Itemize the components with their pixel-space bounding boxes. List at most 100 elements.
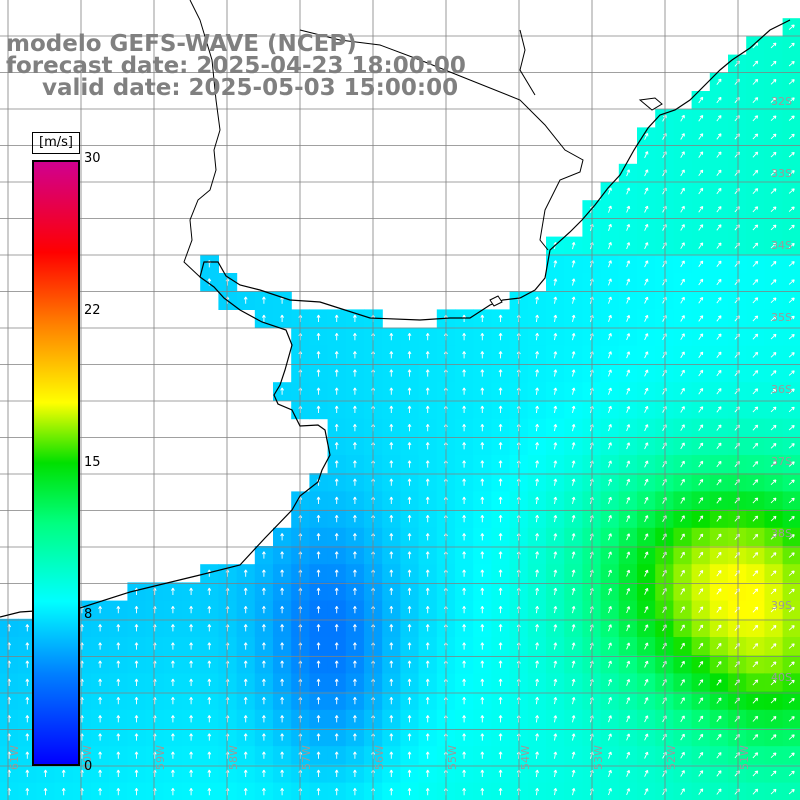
wind-arrow — [752, 297, 759, 304]
wind-arrow — [626, 460, 631, 468]
wind-arrow — [680, 351, 685, 359]
wind-arrow — [425, 551, 430, 559]
wind-arrow — [134, 733, 139, 741]
wind-arrow — [626, 660, 631, 668]
wind-arrow — [353, 642, 357, 650]
wind-arrow — [389, 751, 394, 759]
wind-arrow — [770, 206, 777, 213]
wind-arrow — [207, 642, 212, 650]
wind-arrow — [189, 624, 193, 632]
wind-arrow — [644, 442, 649, 450]
wind-arrow — [644, 624, 649, 632]
wind-arrow — [788, 661, 795, 667]
wind-arrow — [407, 551, 412, 559]
wind-arrow — [644, 606, 649, 614]
wind-arrow — [389, 351, 394, 359]
wind-arrow — [334, 478, 339, 486]
wind-arrow — [262, 696, 266, 705]
wind-arrow — [171, 624, 175, 632]
coastline-west — [0, 19, 791, 618]
wind-arrow — [262, 733, 266, 741]
wind-arrow — [116, 787, 121, 796]
wind-arrow — [389, 605, 394, 614]
wind-arrow — [535, 514, 540, 523]
wind-arrow — [407, 442, 412, 450]
wind-arrow — [498, 769, 503, 778]
wind-arrow — [498, 787, 503, 796]
wind-arrow — [716, 206, 722, 213]
wind-arrow — [644, 242, 649, 250]
wind-arrow — [480, 351, 485, 359]
lat-label: 37S — [771, 455, 792, 468]
wind-arrow — [644, 296, 649, 304]
wind-arrow — [553, 278, 558, 286]
wind-arrow — [716, 624, 722, 631]
wind-arrow — [644, 405, 649, 413]
wind-arrow — [389, 332, 394, 341]
wind-arrow — [353, 496, 357, 504]
wind-arrow — [535, 387, 540, 395]
wind-arrow — [280, 387, 284, 395]
wind-arrow — [280, 733, 284, 741]
wind-arrow — [25, 624, 30, 632]
wind-arrow — [608, 314, 612, 322]
wind-arrow — [389, 733, 394, 741]
wind-arrow — [716, 661, 722, 668]
wind-arrow — [716, 733, 722, 741]
wind-arrow — [498, 605, 503, 614]
wind-arrow — [207, 733, 212, 741]
wind-arrow — [752, 606, 759, 613]
wind-arrow — [680, 660, 685, 668]
wind-arrow — [334, 569, 339, 577]
wind-arrow — [571, 387, 576, 395]
wind-arrow — [698, 515, 704, 522]
wind-arrow — [770, 315, 777, 322]
wind-arrow — [316, 314, 321, 322]
wind-arrow — [788, 697, 795, 704]
wind-arrow — [207, 660, 212, 668]
wind-arrow — [626, 424, 631, 432]
wind-arrow — [316, 696, 321, 705]
wind-arrow — [207, 605, 212, 614]
wind-arrow — [535, 551, 540, 559]
wind-arrow — [116, 696, 121, 705]
wind-arrow — [770, 352, 777, 358]
wind-arrow — [553, 369, 558, 377]
wind-arrow — [770, 388, 777, 395]
wind-arrow — [98, 733, 102, 741]
wind-arrow — [480, 696, 485, 705]
wind-arrow — [134, 787, 139, 796]
wind-arrow — [189, 587, 193, 595]
wind-arrow — [571, 678, 576, 687]
wind-arrow — [752, 788, 759, 795]
wind-arrow — [788, 115, 795, 121]
wind-arrow — [389, 715, 394, 723]
wind-arrow — [716, 151, 722, 158]
wind-arrow — [644, 769, 649, 777]
wind-arrow — [425, 587, 430, 595]
wind-arrow — [243, 587, 248, 595]
wind-arrow — [425, 496, 430, 504]
wind-arrow — [535, 496, 540, 505]
wind-arrow — [407, 587, 412, 595]
wind-arrow — [770, 133, 777, 140]
wind-arrow — [535, 314, 540, 323]
wind-arrow — [462, 678, 466, 686]
wind-arrow — [480, 369, 485, 377]
wind-arrow — [498, 496, 503, 505]
wind-arrow — [25, 769, 30, 777]
lon-label: 59W — [154, 745, 167, 770]
wind-arrow — [644, 205, 649, 213]
wind-arrow — [334, 787, 339, 796]
wind-arrow — [644, 642, 649, 650]
wind-arrow — [571, 660, 576, 668]
wind-arrow — [571, 624, 576, 632]
wind-arrow — [535, 642, 540, 650]
wind-arrow — [334, 660, 339, 668]
wind-arrow — [353, 460, 357, 468]
wind-arrow — [262, 715, 266, 723]
wind-arrow — [462, 715, 466, 723]
wind-arrow — [353, 478, 357, 486]
wind-arrow — [316, 769, 321, 777]
wind-arrow — [316, 605, 321, 614]
